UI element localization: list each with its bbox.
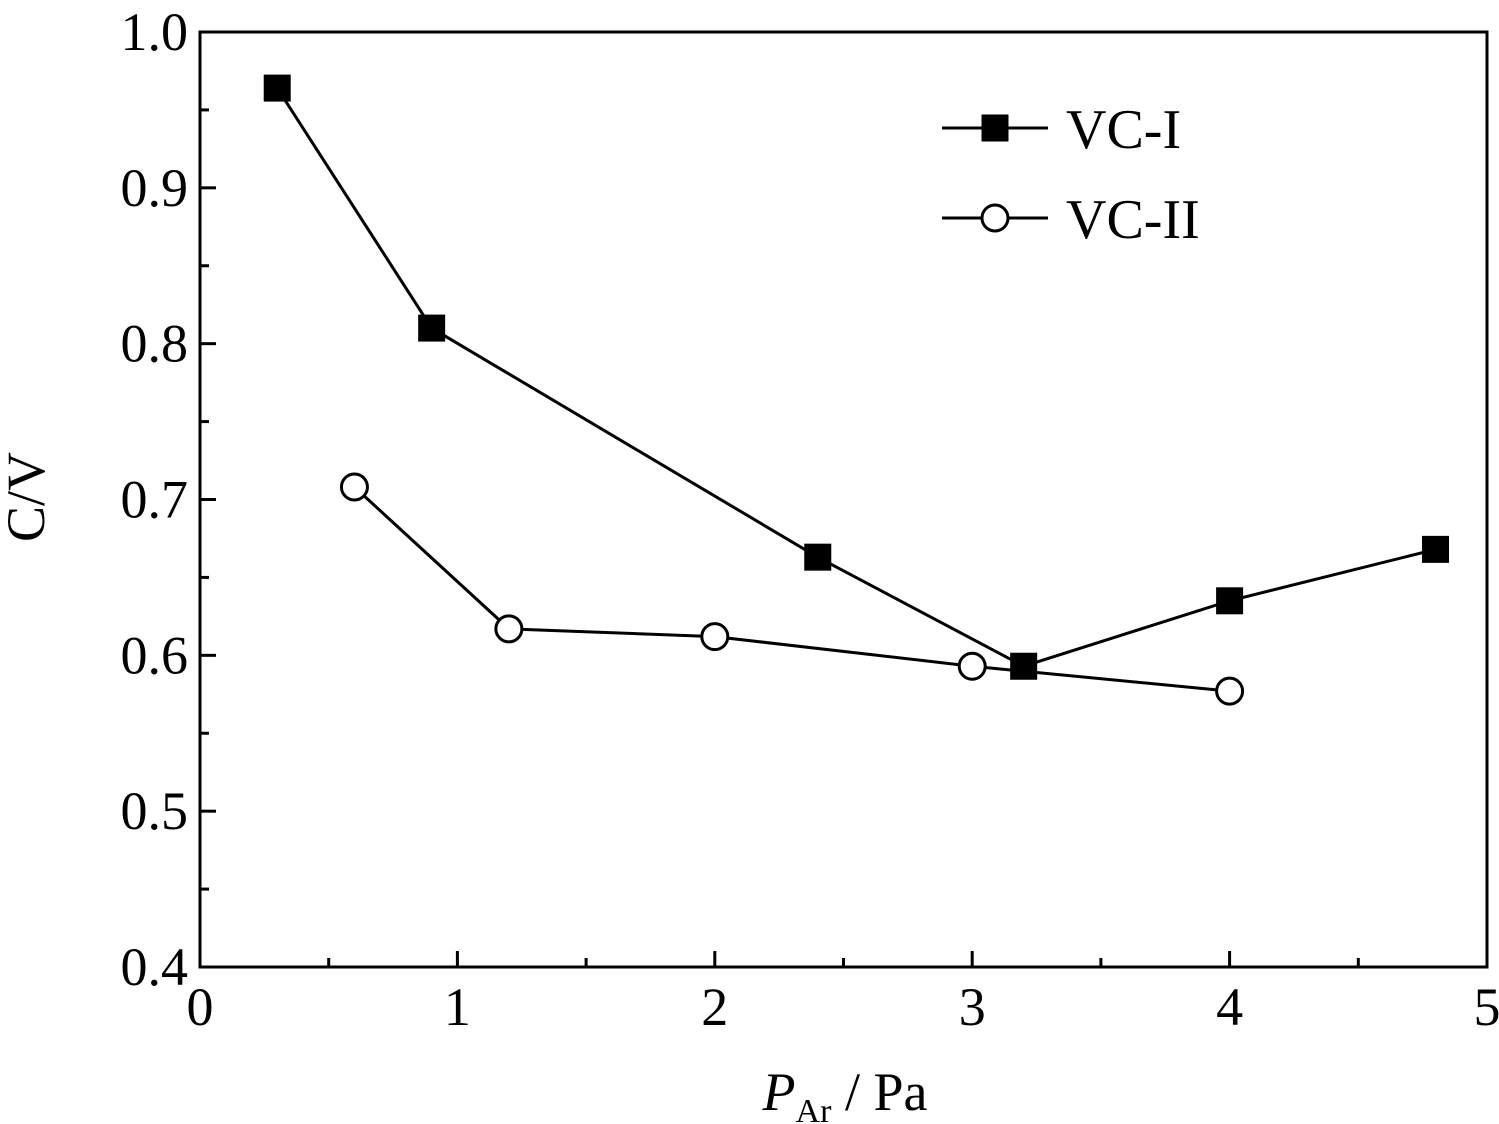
x-axis-title-subscript: Ar xyxy=(796,1093,833,1124)
plot-area-frame xyxy=(198,30,1489,969)
x-axis-title: PAr / Pa xyxy=(762,1062,928,1124)
legend-entry: VC-I xyxy=(942,99,1181,161)
data-point xyxy=(804,543,832,571)
plot-frame xyxy=(198,30,1489,969)
data-point xyxy=(700,622,730,652)
legend-label: VC-I xyxy=(1066,99,1181,161)
x-tick-label: 4 xyxy=(1216,977,1243,1037)
x-axis-title-unit: / Pa xyxy=(831,1062,927,1122)
x-tick-label: 0 xyxy=(187,977,214,1037)
y-axis-title: C/V xyxy=(0,452,56,542)
data-point xyxy=(494,614,524,644)
y-tick-label: 1.0 xyxy=(121,2,189,62)
data-point xyxy=(1216,587,1244,615)
data-point xyxy=(957,651,987,681)
data-point xyxy=(418,314,446,342)
x-tick-label: 3 xyxy=(959,977,986,1037)
series-line xyxy=(353,485,1230,693)
y-tick-label: 0.5 xyxy=(121,781,189,841)
y-tick-label: 0.8 xyxy=(121,314,189,374)
y-tick-label: 0.9 xyxy=(121,158,189,218)
axis-tick-labels: 0 1 2 3 4 5 0.4 0.5 0.6 0.7 0.8 0.9 1.0 xyxy=(121,2,1499,1037)
y-tick-label: 0.6 xyxy=(121,625,189,685)
data-point xyxy=(1422,535,1450,563)
data-point xyxy=(263,74,291,102)
legend-marker xyxy=(980,203,1010,233)
legend-label: VC-II xyxy=(1066,189,1200,251)
legend-entry: VC-II xyxy=(942,189,1200,251)
axis-ticks xyxy=(198,30,1489,969)
data-point xyxy=(1010,652,1038,680)
data-point xyxy=(339,472,369,502)
y-tick-label: 0.4 xyxy=(121,937,189,997)
x-tick-label: 5 xyxy=(1474,977,1499,1037)
x-tick-label: 2 xyxy=(701,977,728,1037)
x-tick-label: 1 xyxy=(444,977,471,1037)
y-tick-label: 0.7 xyxy=(121,470,189,530)
series-line xyxy=(275,87,1436,668)
data-point xyxy=(1215,676,1245,706)
series-layer xyxy=(263,74,1450,706)
series-1 xyxy=(339,472,1245,706)
legend-marker xyxy=(981,114,1009,142)
series-0 xyxy=(263,74,1450,680)
x-axis-title-main: P xyxy=(762,1062,796,1122)
legend: VC-I VC-II xyxy=(942,99,1200,251)
